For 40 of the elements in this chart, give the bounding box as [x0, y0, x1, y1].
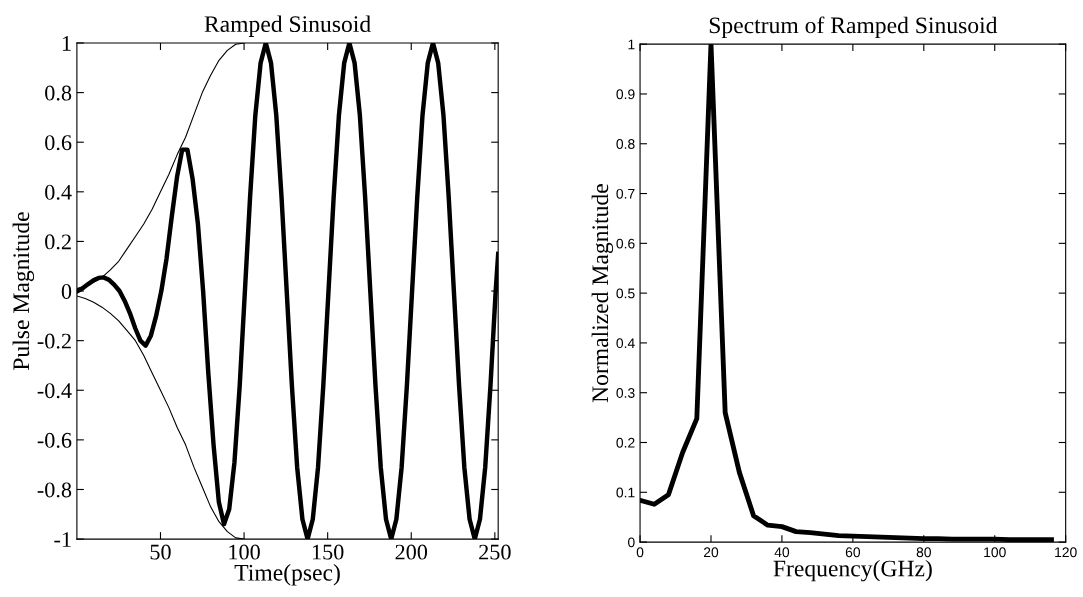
y-tick-label: 1 — [62, 36, 71, 51]
y-tick-label: 0.5 — [616, 288, 635, 299]
x-tick-label: 60 — [845, 547, 861, 558]
x-tick-label: 20 — [703, 547, 719, 558]
y-tick-label: 0.8 — [45, 85, 72, 101]
y-tick-label: 0.9 — [616, 89, 635, 100]
x-tick-label: 0 — [636, 547, 644, 558]
x-tick-label: 50 — [150, 544, 171, 560]
y-tick-label: -0.6 — [37, 432, 72, 448]
x-tick-label: 200 — [395, 544, 428, 560]
y-tick-label: -1 — [54, 532, 71, 547]
x-tick-label: 40 — [774, 547, 790, 558]
x-tick-label: 100 — [229, 544, 260, 560]
y-tick-label: 0.6 — [616, 238, 635, 249]
y-tick-label: -0.4 — [37, 383, 72, 399]
y-tick-label: -0.8 — [37, 482, 72, 498]
y-tick-label: 0.1 — [616, 487, 635, 498]
x-tick-label: 120 — [1055, 547, 1077, 558]
x-tick-label: 150 — [312, 544, 344, 560]
y-tick-label: 0 — [61, 283, 72, 299]
x-tick-label: 100 — [984, 547, 1006, 558]
y-tick-label: 0.8 — [616, 139, 635, 149]
y-tick-label: -0.2 — [37, 333, 71, 349]
y-tick-label: 0.7 — [616, 188, 635, 199]
y-tick-label: 0.6 — [45, 135, 72, 151]
x-tick-label: 80 — [916, 547, 931, 558]
x-tick-label: 250 — [479, 544, 511, 560]
y-tick-label: 0.2 — [616, 437, 635, 448]
x-axis-title: Frequency(GHz) — [773, 559, 932, 582]
y-tick-label: 0.2 — [45, 234, 71, 250]
y-tick-label: 0.4 — [616, 338, 635, 349]
y-tick-label: 0 — [628, 537, 635, 548]
y-tick-label: 0.3 — [616, 388, 635, 398]
chart-title: Spectrum of Ramped Sinusoid — [709, 16, 998, 39]
y-axis-title: Pulse Magnitude — [12, 212, 35, 371]
y-axis-title: Normalized Magnitude — [591, 184, 614, 403]
x-axis-title: Time(psec) — [234, 564, 340, 586]
y-tick-label: 0.4 — [45, 184, 72, 200]
chart-title: Ramped Sinusoid — [204, 15, 371, 37]
y-tick-label: 1 — [628, 39, 635, 50]
